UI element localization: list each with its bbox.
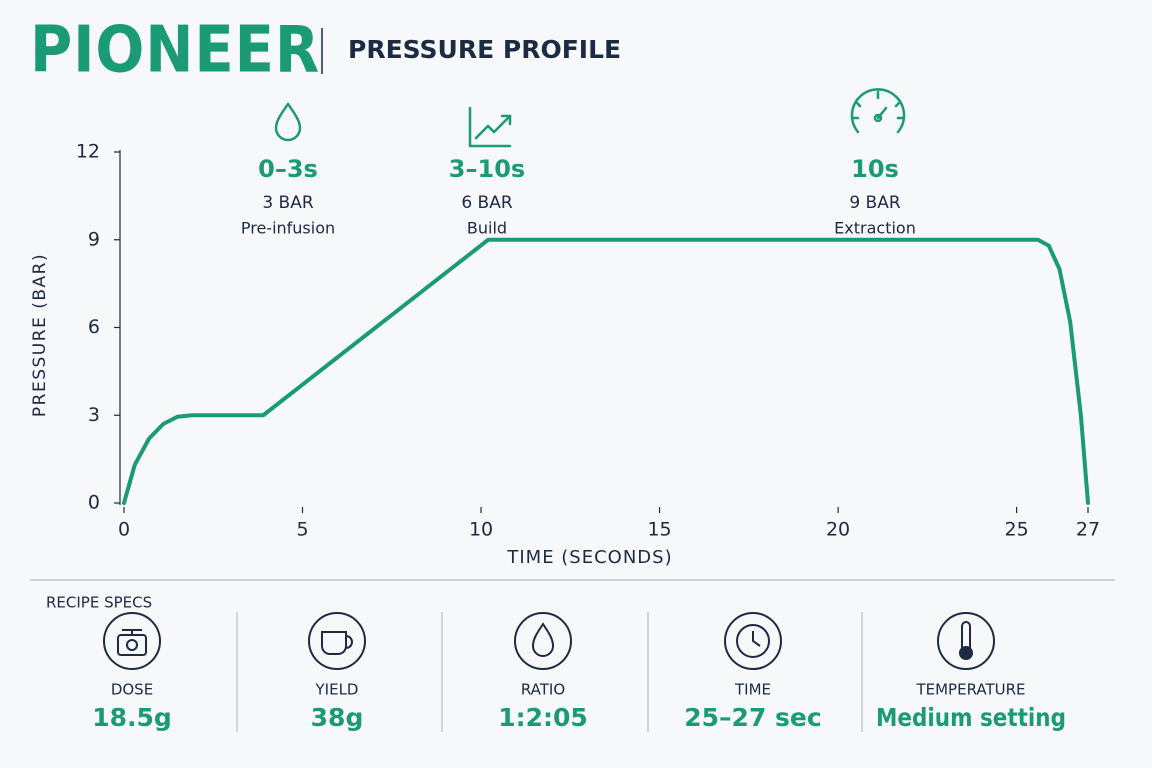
spec-value: 38g (311, 703, 364, 732)
chart-icon (468, 106, 512, 148)
spec-dividers (236, 612, 863, 732)
x-tick-label: 0 (118, 519, 130, 541)
phase-label: Extraction (834, 219, 916, 238)
phase-time: 0–3s (258, 155, 318, 183)
x-tick-label: 5 (296, 519, 308, 541)
phase-label: Build (467, 219, 507, 238)
cup-icon (308, 612, 366, 670)
phase-label: Pre-infusion (241, 219, 335, 238)
spec-value: 18.5g (92, 703, 172, 732)
specs-title: RECIPE SPECS (46, 594, 152, 612)
scale-icon (103, 612, 161, 670)
spec-value: Medium setting (876, 703, 1066, 732)
x-tick-label: 25 (1004, 519, 1028, 541)
spec-label: RATIO (521, 681, 565, 699)
clock-icon (724, 612, 782, 670)
phase-pressure: 3 BAR (262, 193, 314, 213)
y-tick-label: 12 (76, 141, 100, 163)
phase-pressure: 6 BAR (461, 193, 513, 213)
brand: PIONEER (30, 13, 320, 88)
spec-value: 25–27 sec (684, 703, 821, 732)
y-tick-label: 3 (88, 404, 100, 426)
spec-label: TEMPERATURE (915, 681, 1025, 699)
spec-label: DOSE (111, 681, 153, 699)
x-tick-label: 20 (826, 519, 850, 541)
drop-icon (274, 102, 302, 142)
phase-time: 10s (851, 155, 899, 183)
y-tick-label: 0 (88, 492, 100, 514)
y-axis-label: PRESSURE (BAR) (30, 253, 50, 417)
ratio-drop-icon (514, 612, 572, 670)
phase-pressure: 9 BAR (849, 193, 901, 213)
page-title: PRESSURE PROFILE (348, 35, 621, 64)
spec-label: YIELD (315, 681, 359, 699)
y-tick-label: 6 (88, 316, 100, 338)
spec-value: 1:2:05 (498, 703, 588, 732)
x-axis-label: TIME (SECONDS) (506, 547, 672, 568)
y-tick-label: 9 (88, 228, 100, 250)
x-tick-label: 15 (647, 519, 671, 541)
x-tick-label: 27 (1076, 519, 1100, 541)
gauge-icon (850, 88, 906, 134)
thermometer-icon (937, 612, 995, 670)
x-tick-label: 10 (469, 519, 493, 541)
pressure-line (122, 237, 1090, 505)
phase-time: 3–10s (449, 155, 525, 183)
spec-label: TIME (734, 681, 771, 699)
